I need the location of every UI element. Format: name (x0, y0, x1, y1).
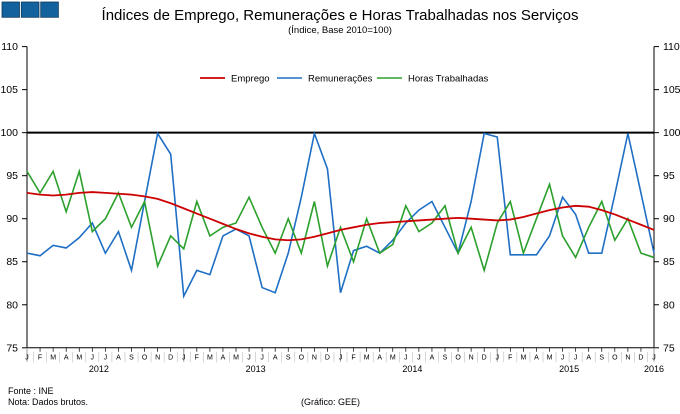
svg-text:A: A (586, 354, 591, 361)
svg-text:85: 85 (663, 256, 675, 268)
svg-text:Horas Trabalhadas: Horas Trabalhadas (408, 74, 489, 85)
svg-text:A: A (221, 354, 226, 361)
svg-text:J: J (417, 354, 421, 361)
svg-text:D: D (638, 354, 643, 361)
svg-text:M: M (547, 354, 553, 361)
svg-text:O: O (455, 354, 461, 361)
svg-text:D: D (325, 354, 330, 361)
svg-text:80: 80 (6, 299, 18, 311)
svg-text:95: 95 (663, 170, 675, 182)
svg-text:M: M (233, 354, 239, 361)
svg-text:F: F (351, 354, 355, 361)
svg-text:M: M (520, 354, 526, 361)
svg-text:A: A (534, 354, 539, 361)
svg-text:J: J (404, 354, 408, 361)
svg-text:M: M (390, 354, 396, 361)
svg-text:80: 80 (663, 299, 675, 311)
svg-text:90: 90 (663, 213, 675, 225)
svg-text:110: 110 (663, 41, 680, 53)
svg-text:100: 100 (663, 127, 680, 139)
svg-text:S: S (286, 354, 291, 361)
svg-text:A: A (430, 354, 435, 361)
svg-text:Remunerações: Remunerações (308, 74, 373, 85)
svg-text:J: J (574, 354, 578, 361)
svg-text:M: M (207, 354, 213, 361)
svg-text:N: N (312, 354, 317, 361)
svg-text:105: 105 (0, 84, 18, 96)
svg-text:A: A (377, 354, 382, 361)
svg-text:J: J (91, 354, 95, 361)
svg-text:2013: 2013 (246, 364, 266, 374)
svg-text:105: 105 (663, 84, 680, 96)
svg-text:J: J (496, 354, 500, 361)
svg-text:D: D (168, 354, 173, 361)
svg-text:O: O (142, 354, 148, 361)
svg-text:S: S (443, 354, 448, 361)
svg-text:90: 90 (6, 213, 18, 225)
svg-text:85: 85 (6, 256, 18, 268)
svg-text:A: A (64, 354, 69, 361)
svg-text:O: O (299, 354, 305, 361)
svg-text:110: 110 (1, 41, 18, 53)
svg-text:Emprego: Emprego (231, 74, 270, 85)
svg-text:S: S (129, 354, 134, 361)
svg-text:J: J (561, 354, 565, 361)
svg-text:M: M (76, 354, 82, 361)
svg-text:2014: 2014 (402, 364, 422, 374)
svg-text:J: J (104, 354, 108, 361)
svg-text:J: J (247, 354, 251, 361)
svg-text:75: 75 (6, 342, 18, 354)
svg-text:F: F (38, 354, 42, 361)
svg-text:F: F (195, 354, 199, 361)
svg-text:J: J (260, 354, 264, 361)
svg-text:2016: 2016 (644, 364, 664, 374)
svg-text:J: J (182, 354, 186, 361)
svg-text:D: D (482, 354, 487, 361)
svg-text:A: A (273, 354, 278, 361)
svg-text:M: M (364, 354, 370, 361)
svg-text:A: A (116, 354, 121, 361)
svg-text:J: J (25, 354, 29, 361)
svg-text:J: J (652, 354, 656, 361)
svg-text:N: N (625, 354, 630, 361)
svg-text:J: J (339, 354, 343, 361)
svg-text:2015: 2015 (559, 364, 579, 374)
svg-text:N: N (155, 354, 160, 361)
svg-text:S: S (599, 354, 604, 361)
svg-text:2012: 2012 (89, 364, 109, 374)
svg-text:95: 95 (6, 170, 18, 182)
svg-text:100: 100 (0, 127, 18, 139)
svg-text:M: M (50, 354, 56, 361)
svg-text:F: F (508, 354, 512, 361)
svg-text:N: N (469, 354, 474, 361)
svg-text:O: O (612, 354, 618, 361)
svg-text:75: 75 (663, 342, 675, 354)
